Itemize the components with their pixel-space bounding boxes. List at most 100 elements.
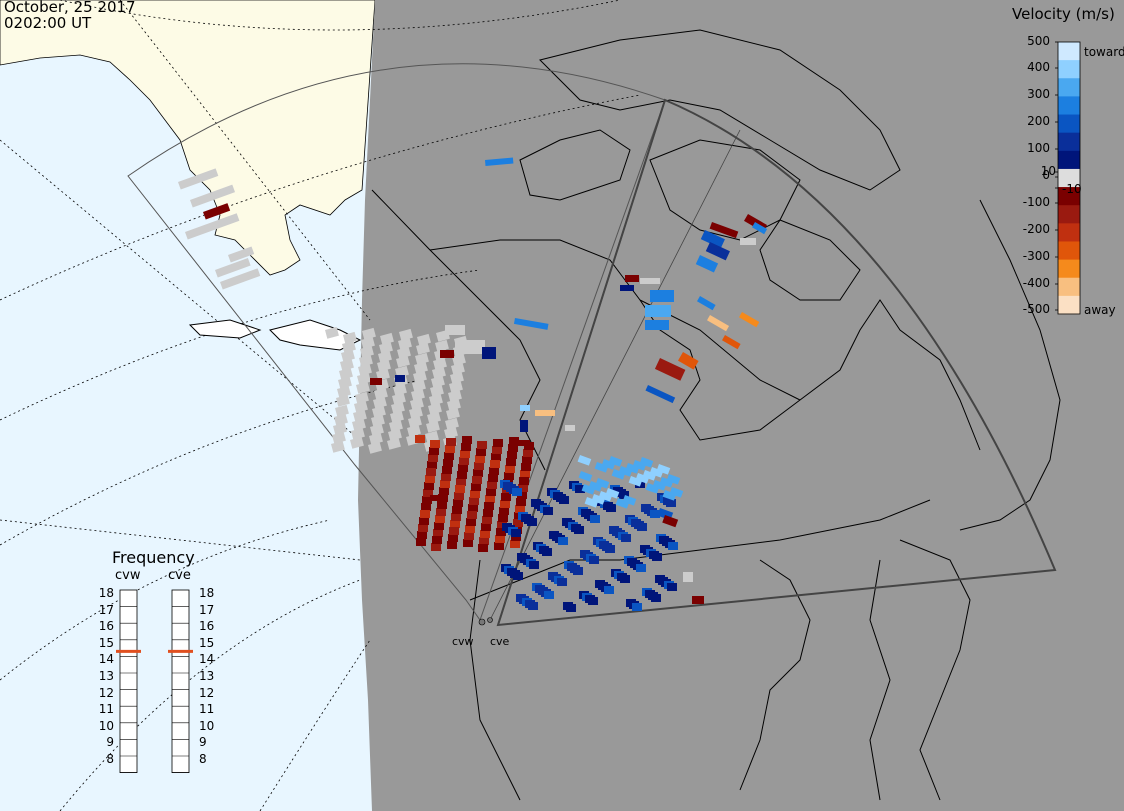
backscatter-cell: [649, 467, 664, 478]
frequency-level-label-right: 15: [199, 635, 215, 650]
backscatter-cell: [622, 494, 637, 506]
frequency-level-label-right: 16: [199, 619, 215, 634]
backscatter-cell: [544, 591, 554, 599]
backscatter-cell: [528, 602, 538, 610]
backscatter-cell: [395, 365, 409, 378]
backscatter-cell: [521, 463, 531, 471]
backscatter-cell: [464, 532, 474, 540]
backscatter-cell: [494, 542, 504, 550]
backscatter-cell: [377, 359, 391, 372]
backscatter-cell: [355, 381, 370, 394]
backscatter-cell: [483, 509, 493, 517]
backscatter-cell: [412, 379, 426, 392]
backscatter-cell: [462, 436, 472, 444]
backscatter-cell: [422, 496, 432, 504]
backscatter-cell: [466, 518, 476, 526]
backscatter-cell: [370, 423, 384, 436]
backscatter-cell: [445, 325, 465, 335]
backscatter-cell: [433, 529, 443, 537]
frequency-level-label-left: 8: [106, 752, 114, 766]
backscatter-cell: [446, 438, 456, 446]
backscatter-cell: [448, 534, 458, 542]
backscatter-cell: [341, 349, 355, 362]
backscatter-cell: [228, 246, 255, 263]
backscatter-cell: [604, 586, 614, 594]
backscatter-cell: [413, 370, 427, 383]
frequency-title: Frequency: [112, 548, 195, 567]
colorbar-segment: [1058, 259, 1080, 279]
station-marker-cve: [487, 617, 493, 623]
backscatter-cell: [669, 487, 684, 498]
backscatter-cell: [589, 556, 599, 564]
backscatter-cell: [337, 385, 351, 398]
backscatter-cell: [508, 444, 518, 452]
backscatter-cell: [432, 536, 442, 544]
backscatter-cell: [654, 358, 686, 381]
backscatter-cell: [700, 230, 725, 249]
backscatter-cell: [625, 275, 639, 282]
backscatter-cell: [566, 604, 576, 612]
backscatter-cell: [608, 455, 623, 467]
backscatter-cell: [478, 544, 488, 552]
velocity-tick-label: 0: [1042, 168, 1050, 182]
backscatter-cell: [436, 508, 446, 516]
backscatter-cell: [636, 564, 646, 572]
backscatter-cell: [632, 460, 647, 471]
backscatter-cell: [438, 494, 448, 502]
backscatter-cell: [417, 531, 427, 539]
backscatter-cell: [667, 583, 677, 591]
frequency-level-label-left: 9: [106, 735, 114, 750]
backscatter-cell: [468, 504, 478, 512]
velocity-tick-label: -200: [1022, 222, 1050, 236]
backscatter-cell: [424, 482, 434, 490]
backscatter-cell: [487, 481, 497, 489]
backscatter-cell: [512, 488, 522, 496]
backscatter-cell: [501, 493, 511, 501]
backscatter-cell: [640, 278, 660, 284]
backscatter-cell: [740, 238, 756, 245]
backscatter-cell: [455, 340, 485, 354]
backscatter-cell: [361, 336, 375, 349]
backscatter-cell: [430, 440, 440, 448]
backscatter-cell: [343, 331, 357, 344]
backscatter-cell: [645, 320, 669, 330]
colorbar-segment: [1058, 114, 1080, 134]
backscatter-cell: [428, 454, 438, 462]
backscatter-cell: [697, 295, 716, 311]
backscatter-cell: [427, 411, 441, 424]
backscatter-cell: [376, 368, 390, 381]
backscatter-cell: [595, 478, 610, 489]
backscatter-cell: [535, 410, 555, 416]
backscatter-cell: [425, 475, 435, 483]
frequency-level-label-right: 8: [199, 752, 207, 766]
backscatter-cell: [447, 541, 457, 549]
backscatter-cell: [413, 361, 428, 374]
backscatter-cell: [490, 460, 500, 468]
backscatter-cell: [457, 471, 467, 479]
velocity-colorbar: [1055, 41, 1081, 315]
backscatter-cell: [520, 470, 530, 478]
backscatter-cell: [444, 452, 454, 460]
frequency-panel: [116, 589, 193, 774]
velocity-tick-label: 400: [1027, 60, 1050, 74]
frequency-radar-label-cvw: cvw: [115, 568, 141, 583]
backscatter-cell: [516, 498, 526, 506]
frequency-level-label-left: 10: [98, 718, 114, 733]
velocity-tick-label: -500: [1022, 302, 1050, 316]
coastlines: [188, 29, 1061, 801]
backscatter-cell: [359, 345, 374, 358]
backscatter-cell: [445, 417, 459, 430]
backscatter-cell: [573, 567, 583, 575]
backscatter-cell: [409, 406, 423, 419]
backscatter-cell: [335, 394, 350, 407]
backscatter-cell: [527, 518, 537, 526]
frequency-level-label-left: 18: [98, 586, 114, 600]
time-label: 0202:00 UT: [4, 14, 92, 32]
backscatter-cell: [389, 419, 403, 432]
backscatter-cell: [456, 478, 466, 486]
backscatter-cell: [454, 492, 464, 500]
station-label-cve: cve: [490, 635, 510, 648]
backscatter-cell: [645, 305, 671, 317]
backscatter-cell: [588, 597, 598, 605]
